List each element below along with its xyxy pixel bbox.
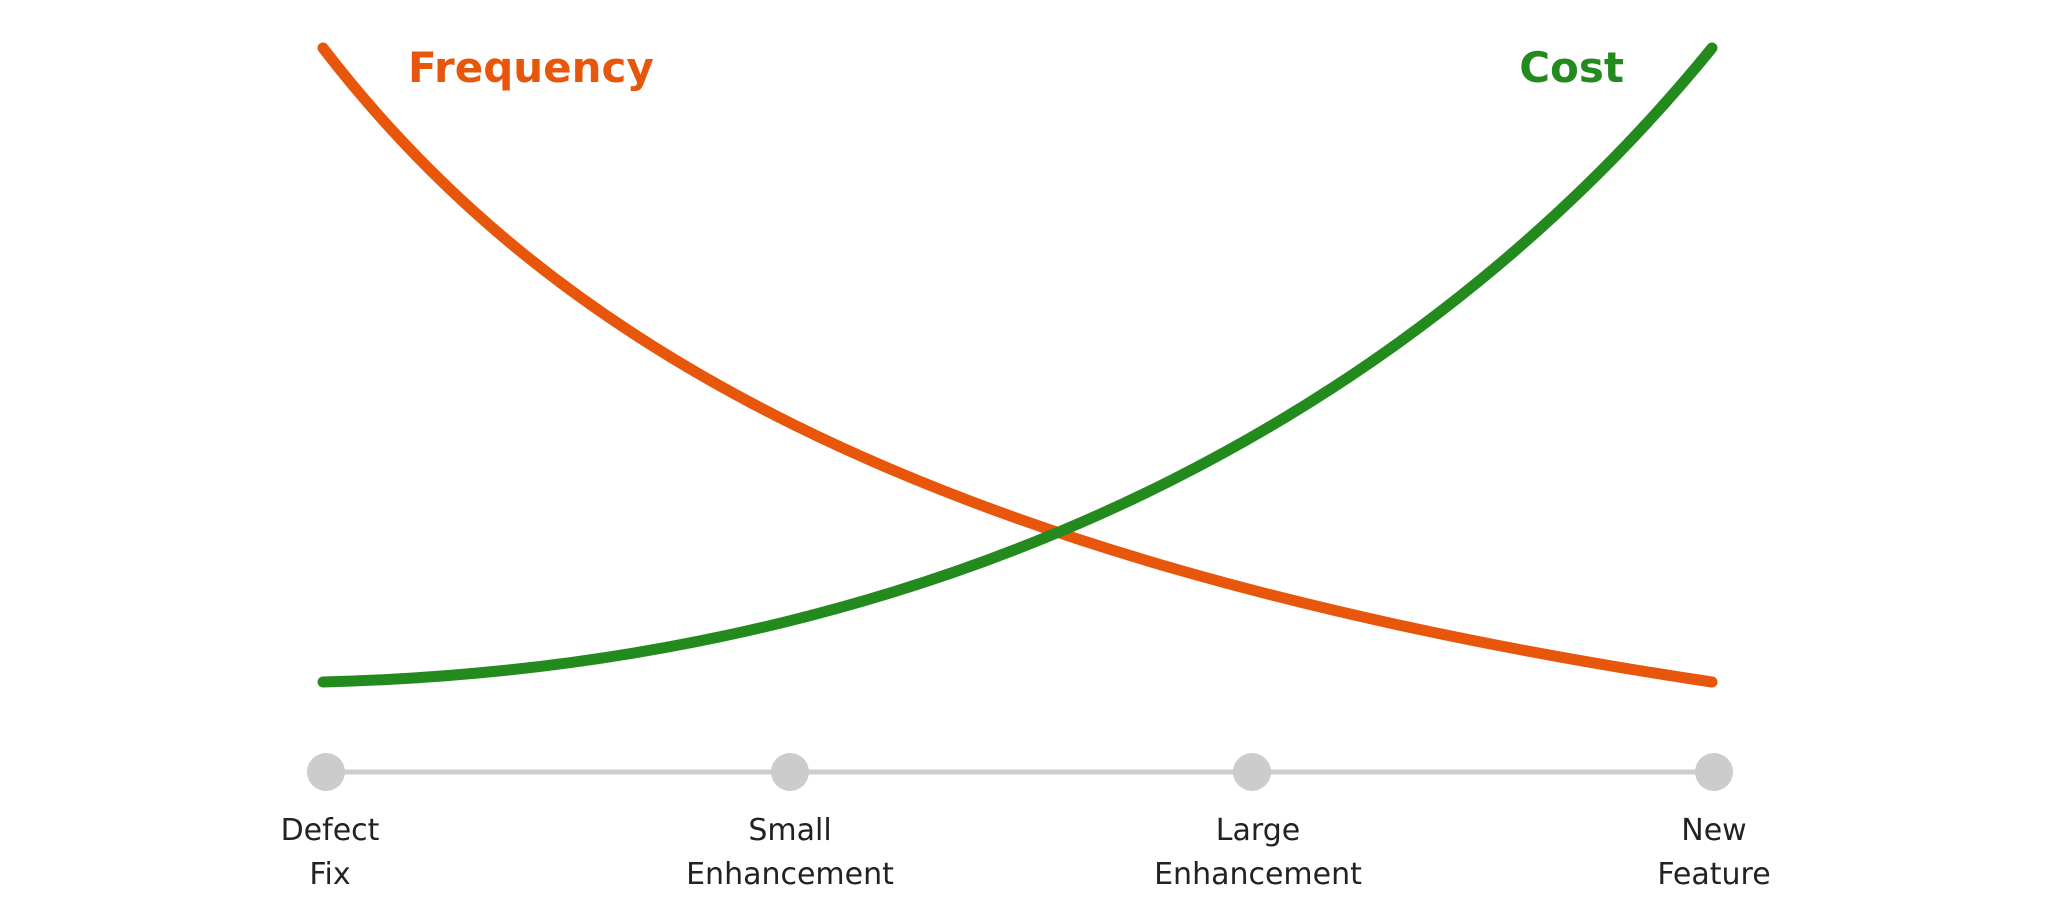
stage-label-new-feature-line1: New xyxy=(1681,813,1746,848)
timeline-node-defect-fix xyxy=(307,753,345,791)
frequency-curve xyxy=(317,42,1718,688)
stage-label-defect-fix-line2: Fix xyxy=(309,857,350,892)
timeline-node-large-enhancement xyxy=(1233,753,1271,791)
stage-label-new-feature-line2: Feature xyxy=(1657,857,1770,892)
frequency-label: Frequency xyxy=(408,43,654,92)
stage-label-small-enhancement-line2: Enhancement xyxy=(686,857,894,892)
stage-label-small-enhancement-line1: Small xyxy=(748,813,831,848)
cost-label: Cost xyxy=(1519,43,1624,92)
timeline-node-new-feature xyxy=(1695,753,1733,791)
timeline: Defect Fix Small Enhancement Large Enhan… xyxy=(281,753,1771,892)
timeline-node-small-enhancement xyxy=(771,753,809,791)
cost-curve xyxy=(317,42,1718,688)
stage-label-large-enhancement-line2: Enhancement xyxy=(1154,857,1362,892)
stage-label-large-enhancement-line1: Large xyxy=(1216,813,1300,848)
stage-label-defect-fix-line1: Defect xyxy=(281,813,380,848)
